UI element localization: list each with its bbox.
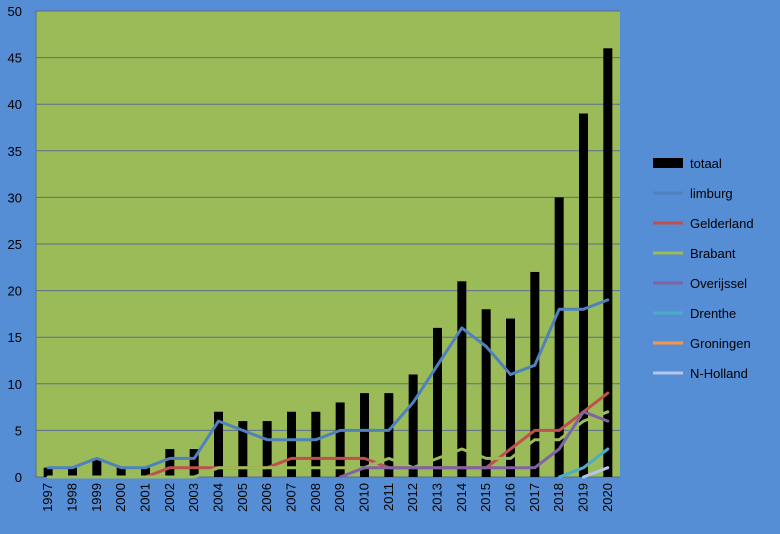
bar-totaal-2019 <box>579 113 588 478</box>
bar-totaal-1999 <box>92 458 102 477</box>
bar-totaal-2009 <box>335 402 345 477</box>
x-tick-label: 2004 <box>211 483 226 512</box>
x-tick-label: 2019 <box>576 483 591 512</box>
x-tick-label: 2007 <box>284 483 299 512</box>
bar-totaal-1997 <box>43 467 53 477</box>
x-tick-label: 2010 <box>357 483 372 512</box>
y-tick-label: 20 <box>8 284 22 299</box>
y-tick-label: 40 <box>8 97 22 112</box>
bar-totaal-2003 <box>189 449 199 477</box>
legend-label-Overijssel: Overijssel <box>690 276 747 291</box>
x-tick-label: 2002 <box>162 483 177 512</box>
x-tick-label: 2020 <box>600 483 615 512</box>
x-tick-label: 2001 <box>138 483 153 512</box>
bar-totaal-2012 <box>408 374 418 477</box>
y-tick-label: 0 <box>15 470 22 485</box>
x-tick-label: 2011 <box>381 483 396 511</box>
bar-totaal-2013 <box>433 327 442 477</box>
y-axis-ticks: 0 5 10 15 20 25 30 35 40 45 50 <box>8 4 22 485</box>
bar-totaal-2015 <box>481 309 491 477</box>
x-tick-label: 2012 <box>405 483 420 512</box>
x-tick-label: 2000 <box>113 483 128 512</box>
x-tick-label: 1998 <box>65 483 80 512</box>
legend-label-Gelderland: Gelderland <box>690 216 754 231</box>
y-tick-label: 10 <box>8 377 22 392</box>
x-tick-label: 2013 <box>430 483 445 512</box>
bar-totaal-1998 <box>68 467 77 477</box>
bar-totaal-2018 <box>554 197 564 477</box>
line-Overijssel <box>338 410 610 479</box>
line-N-Holland <box>582 466 610 479</box>
x-tick-label: 1997 <box>40 483 55 512</box>
bar-totaal-2004 <box>214 411 223 477</box>
legend-label-N-Holland: N-Holland <box>690 366 748 381</box>
x-tick-label: 2006 <box>259 483 274 512</box>
legend-label-Drenthe: Drenthe <box>690 306 736 321</box>
y-tick-label: 15 <box>8 330 22 345</box>
bar-totaal-2010 <box>360 393 369 477</box>
bar-series <box>43 48 613 478</box>
bar-totaal-2011 <box>384 393 394 477</box>
bar-totaal-2005 <box>238 421 248 477</box>
legend-swatch-totaal <box>653 158 683 168</box>
x-axis-ticks: 1997 1998 1999 2000 2001 2002 2003 2004 2005 2006… <box>40 483 615 512</box>
legend-label-Groningen: Groningen <box>690 336 751 351</box>
bar-totaal-2000 <box>116 467 126 477</box>
y-tick-label: 5 <box>15 423 22 438</box>
x-tick-label: 2015 <box>478 483 493 512</box>
bar-totaal-2008 <box>311 411 321 477</box>
bar-totaal-2016 <box>506 318 515 477</box>
y-tick-label: 30 <box>8 190 22 205</box>
x-tick-label: 1999 <box>89 483 104 512</box>
x-tick-label: 2003 <box>186 483 201 512</box>
legend: totaal limburg Gelderland Brabant Overijssel… <box>653 156 754 381</box>
legend-label-limburg: limburg <box>690 186 733 201</box>
x-tick-label: 2017 <box>527 483 542 512</box>
legend-label-totaal: totaal <box>690 156 722 171</box>
y-tick-label: 35 <box>8 144 22 159</box>
y-tick-label: 25 <box>8 237 22 252</box>
x-tick-label: 2018 <box>551 483 566 512</box>
bar-totaal-2014 <box>457 281 467 477</box>
bar-totaal-2002 <box>165 449 175 477</box>
x-tick-label: 2005 <box>235 483 250 512</box>
line-Brabant <box>46 410 610 479</box>
x-tick-label: 2008 <box>308 483 323 512</box>
x-tick-label: 2016 <box>503 483 518 512</box>
bar-totaal-2017 <box>530 271 540 477</box>
bar-totaal-2020 <box>603 48 613 477</box>
line-limburg <box>46 298 610 470</box>
bar-totaal-2007 <box>287 411 296 477</box>
y-tick-label: 50 <box>8 4 22 19</box>
x-tick-label: 2009 <box>332 483 347 512</box>
bar-totaal-2001 <box>141 467 150 477</box>
bar-totaal-2006 <box>262 421 272 477</box>
x-tick-label: 2014 <box>454 483 469 512</box>
gridlines <box>35 10 620 478</box>
line-Drenthe <box>557 447 610 479</box>
line-series <box>46 298 610 479</box>
legend-label-Brabant: Brabant <box>690 246 736 261</box>
y-tick-label: 45 <box>8 51 22 66</box>
